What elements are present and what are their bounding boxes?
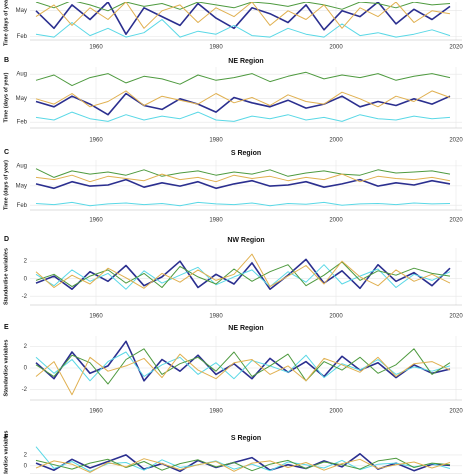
series-line	[35, 457, 451, 472]
y-tick-label: Aug	[16, 163, 27, 169]
series-line	[35, 90, 451, 108]
series-line	[35, 2, 451, 35]
x-tick-label: 2000	[329, 314, 343, 320]
series-line	[35, 458, 451, 473]
series-line	[35, 2, 451, 12]
plot-area	[35, 340, 451, 396]
y-axis-label: Standardise variables	[3, 431, 9, 474]
series-line	[35, 201, 451, 207]
series-line	[35, 168, 451, 178]
x-tick-label: 1980	[209, 314, 223, 320]
x-tick-label: 1980	[209, 409, 223, 415]
panel-letter: C	[4, 149, 9, 156]
x-tick-label: 1960	[89, 314, 103, 320]
panel-letter: E	[4, 324, 9, 331]
x-tick-label: 1960	[89, 45, 103, 51]
y-tick-label: 0	[24, 366, 28, 372]
y-tick-label: 2	[24, 452, 28, 458]
series-line	[35, 453, 451, 473]
x-tick-label: 2000	[329, 409, 343, 415]
y-tick-label: Feb	[17, 34, 28, 40]
x-tick-label: 2020	[449, 314, 463, 320]
plot-area	[35, 446, 451, 473]
x-tick-label: 2020	[449, 45, 463, 51]
y-axis-label: Time (days of year)	[3, 0, 9, 46]
x-tick-label: 1980	[209, 218, 223, 224]
series-line	[35, 253, 451, 289]
x-tick-label: 2000	[329, 218, 343, 224]
y-tick-label: May	[16, 183, 27, 189]
series-line	[35, 71, 451, 87]
panel-title: NE Region	[228, 325, 263, 332]
y-axis-label: Time (days of year)	[3, 72, 9, 122]
series-line	[35, 173, 451, 183]
series-line	[35, 111, 451, 122]
series-line	[35, 264, 451, 290]
series-line	[35, 340, 451, 382]
y-tick-label: 2	[24, 344, 28, 350]
y-tick-label: -2	[22, 294, 28, 300]
series-line	[35, 351, 451, 382]
series-line	[35, 348, 451, 385]
x-tick-label: 1960	[89, 218, 103, 224]
plot-area	[35, 71, 451, 122]
x-tick-label: 2020	[449, 138, 463, 144]
panel-letter: D	[4, 236, 9, 243]
panel-letter: F	[4, 434, 9, 441]
series-line	[35, 2, 451, 29]
x-tick-label: 1980	[209, 138, 223, 144]
plot-area	[35, 253, 451, 290]
x-tick-label: 2020	[449, 409, 463, 415]
x-tick-label: 2020	[449, 218, 463, 224]
series-line	[35, 178, 451, 190]
y-tick-label: May	[16, 96, 27, 102]
y-tick-label: 2	[24, 259, 28, 265]
panel-title: NE Region	[228, 58, 263, 65]
panel-title: NW Region	[227, 237, 264, 244]
y-tick-label: -2	[22, 387, 28, 393]
y-tick-label: 0	[24, 463, 28, 469]
x-tick-label: 1960	[89, 138, 103, 144]
y-tick-label: Aug	[16, 72, 27, 78]
y-tick-label: May	[16, 8, 27, 14]
y-axis-label: Standardise variables	[3, 340, 9, 397]
y-tick-label: 0	[24, 276, 28, 282]
panel-title: S Region	[231, 435, 261, 442]
plot-area	[35, 2, 451, 38]
x-tick-label: 1980	[209, 45, 223, 51]
series-line	[35, 19, 451, 38]
panel-title: S Region	[231, 150, 261, 157]
x-tick-label: 2000	[329, 138, 343, 144]
y-tick-label: Feb	[17, 120, 28, 126]
panel-letter: B	[4, 57, 9, 64]
y-axis-label: Standardise variables	[3, 248, 9, 305]
y-tick-label: Feb	[17, 203, 28, 209]
plot-area	[35, 168, 451, 207]
y-axis-label: Time (days of year)	[3, 160, 9, 210]
series-line	[35, 353, 451, 396]
x-tick-label: 2000	[329, 45, 343, 51]
x-tick-label: 1960	[89, 409, 103, 415]
